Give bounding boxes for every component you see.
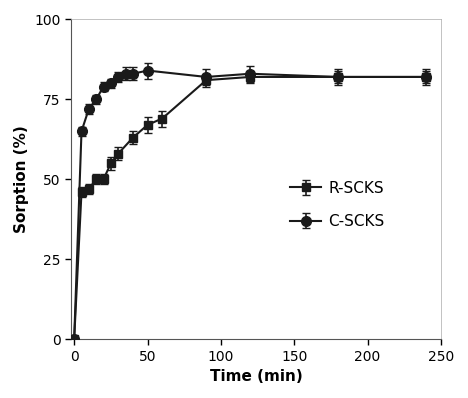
X-axis label: Time (min): Time (min)	[210, 369, 302, 384]
Legend: R-SCKS, C-SCKS: R-SCKS, C-SCKS	[281, 172, 394, 238]
Y-axis label: Sorption (%): Sorption (%)	[14, 125, 29, 233]
